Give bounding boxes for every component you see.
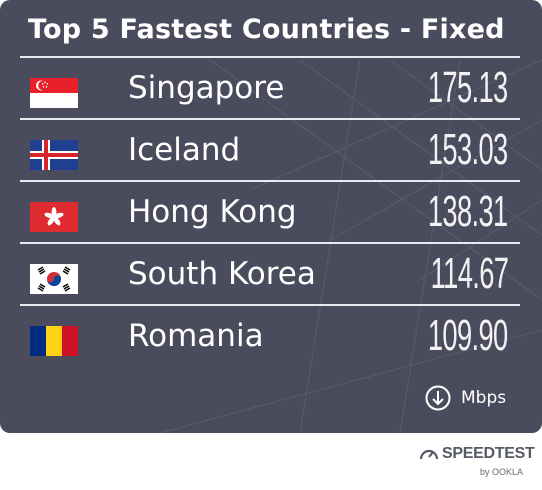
south-korea-flag-icon: [30, 264, 78, 294]
romania-flag-icon: [30, 326, 78, 356]
speed-value: 109.90: [428, 311, 508, 360]
country-row: Romania 109.90: [0, 306, 520, 371]
row-separator: [20, 118, 520, 120]
download-arrow-icon: [425, 385, 451, 411]
brand-byline: by OOKLA: [480, 467, 524, 477]
row-separator: [20, 242, 520, 244]
country-row: Iceland 153.03: [0, 120, 520, 185]
country-name: South Korea: [128, 256, 316, 292]
hong-kong-flag-icon: [30, 202, 78, 232]
chart-card: Top 5 Fastest Countries - Fixed Singapor…: [0, 0, 542, 433]
country-row: Hong Kong 138.31: [0, 182, 520, 247]
iceland-flag-icon: [30, 140, 78, 170]
country-name: Romania: [128, 318, 264, 354]
row-separator: [20, 304, 520, 306]
country-row: Singapore 175.13: [0, 58, 520, 123]
country-rows: Singapore 175.13 Iceland 153.03 Hong Kong 138…: [0, 56, 520, 371]
unit-label: Mbps: [461, 388, 507, 408]
singapore-flag-icon: [30, 78, 78, 108]
speed-value: 175.13: [428, 63, 508, 112]
chart-title: Top 5 Fastest Countries - Fixed: [28, 14, 505, 45]
row-separator: [20, 56, 520, 58]
speedometer-icon: [419, 449, 439, 460]
speedtest-logo: SPEEDTEST by OOKLA: [418, 444, 535, 484]
row-separator: [20, 180, 520, 182]
country-name: Hong Kong: [128, 194, 297, 230]
speed-value: 153.03: [428, 125, 508, 174]
country-name: Iceland: [128, 132, 241, 168]
country-row: South Korea 114.67: [0, 244, 520, 309]
country-name: Singapore: [128, 70, 285, 106]
speed-value: 114.67: [430, 249, 508, 298]
speed-value: 138.31: [428, 187, 508, 236]
brand-name: SPEEDTEST: [442, 445, 535, 462]
